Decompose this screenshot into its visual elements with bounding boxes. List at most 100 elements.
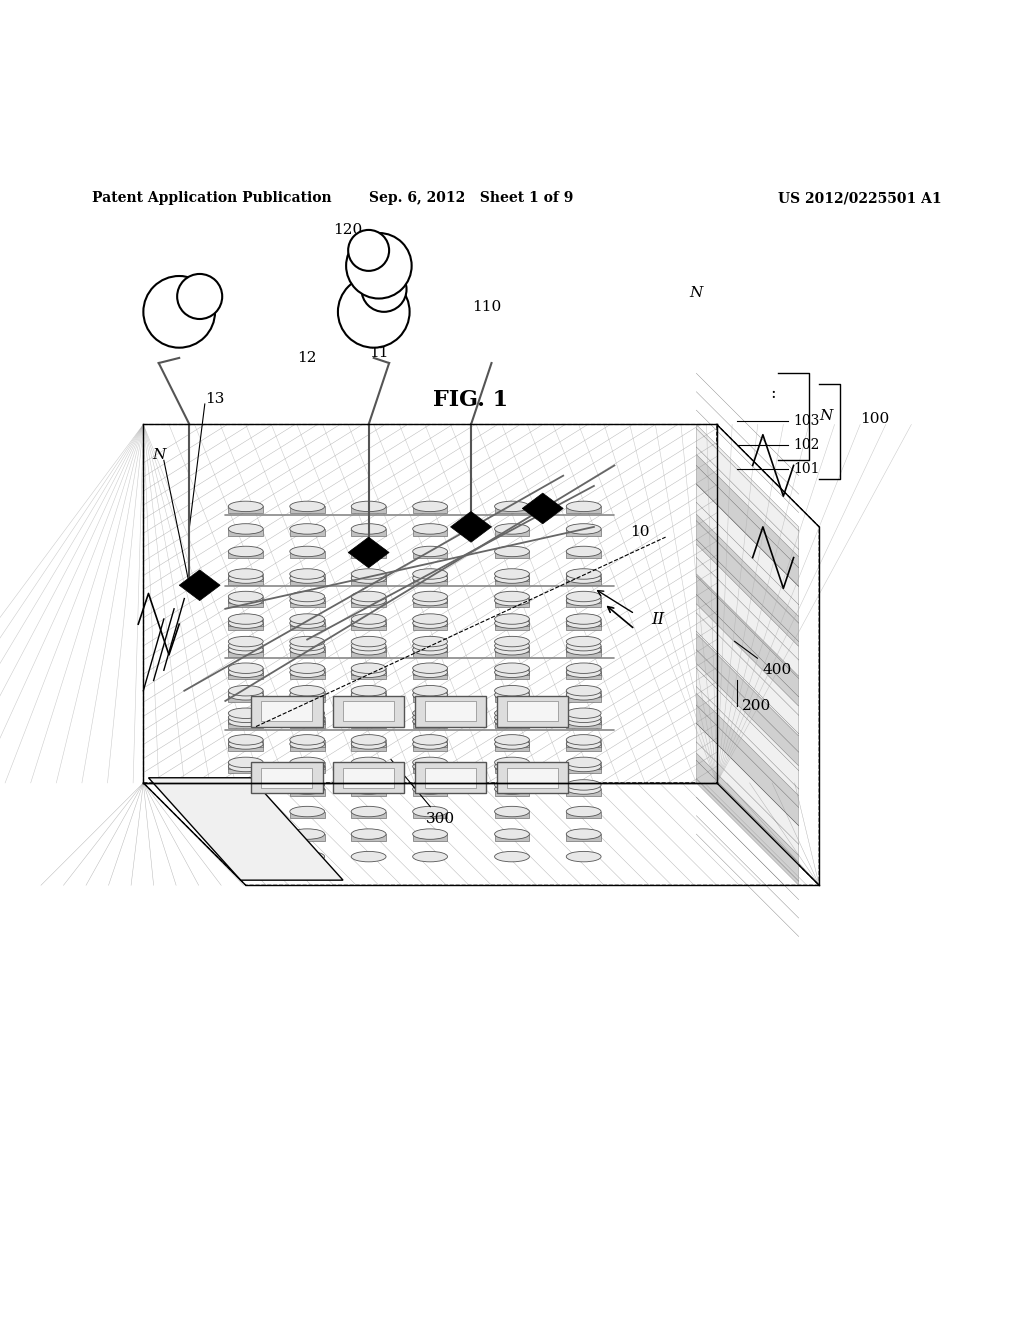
Polygon shape <box>351 645 386 652</box>
Polygon shape <box>566 529 601 536</box>
Ellipse shape <box>495 595 529 606</box>
Ellipse shape <box>228 636 263 647</box>
Ellipse shape <box>413 762 447 772</box>
Ellipse shape <box>228 614 263 624</box>
Polygon shape <box>566 601 601 607</box>
Polygon shape <box>413 597 447 603</box>
Polygon shape <box>290 741 325 747</box>
Ellipse shape <box>228 569 263 579</box>
Ellipse shape <box>495 689 529 700</box>
Polygon shape <box>413 672 447 678</box>
Ellipse shape <box>290 618 325 628</box>
Polygon shape <box>413 717 447 725</box>
Polygon shape <box>566 767 601 774</box>
Ellipse shape <box>495 573 529 583</box>
Circle shape <box>143 276 215 347</box>
Polygon shape <box>290 578 325 585</box>
Ellipse shape <box>351 735 386 744</box>
Text: :: : <box>770 385 776 403</box>
Ellipse shape <box>413 758 447 768</box>
FancyBboxPatch shape <box>425 701 476 722</box>
Polygon shape <box>290 694 325 701</box>
Ellipse shape <box>228 689 263 700</box>
Ellipse shape <box>351 595 386 606</box>
Polygon shape <box>413 668 447 675</box>
FancyBboxPatch shape <box>497 763 568 793</box>
Ellipse shape <box>413 708 447 718</box>
Polygon shape <box>413 767 447 774</box>
Ellipse shape <box>290 851 325 862</box>
Text: N: N <box>819 409 833 424</box>
Polygon shape <box>351 619 386 626</box>
Ellipse shape <box>228 780 263 791</box>
FancyBboxPatch shape <box>507 701 558 722</box>
Ellipse shape <box>290 636 325 647</box>
Ellipse shape <box>566 663 601 673</box>
Polygon shape <box>351 767 386 774</box>
Ellipse shape <box>495 784 529 795</box>
Polygon shape <box>228 619 263 626</box>
Ellipse shape <box>290 829 325 840</box>
Ellipse shape <box>495 524 529 535</box>
Ellipse shape <box>566 784 601 795</box>
Polygon shape <box>290 529 325 536</box>
Ellipse shape <box>228 524 263 535</box>
Ellipse shape <box>495 636 529 647</box>
Polygon shape <box>495 619 529 626</box>
Ellipse shape <box>351 762 386 772</box>
Polygon shape <box>495 741 529 747</box>
Ellipse shape <box>290 573 325 583</box>
Polygon shape <box>228 645 263 652</box>
Ellipse shape <box>566 758 601 768</box>
Ellipse shape <box>566 762 601 772</box>
Polygon shape <box>495 649 529 656</box>
Circle shape <box>348 230 389 271</box>
Ellipse shape <box>290 546 325 557</box>
Ellipse shape <box>566 640 601 651</box>
Ellipse shape <box>351 717 386 727</box>
Polygon shape <box>228 507 263 513</box>
Ellipse shape <box>413 667 447 677</box>
Text: 11: 11 <box>369 346 389 360</box>
Ellipse shape <box>290 640 325 651</box>
Ellipse shape <box>351 546 386 557</box>
Polygon shape <box>228 597 263 603</box>
Ellipse shape <box>228 784 263 795</box>
Polygon shape <box>413 623 447 630</box>
Ellipse shape <box>413 640 447 651</box>
Polygon shape <box>566 574 601 581</box>
Polygon shape <box>351 763 386 770</box>
Polygon shape <box>696 752 799 886</box>
Ellipse shape <box>413 851 447 862</box>
Ellipse shape <box>566 739 601 750</box>
Ellipse shape <box>566 685 601 696</box>
FancyBboxPatch shape <box>497 696 568 726</box>
Ellipse shape <box>351 614 386 624</box>
Ellipse shape <box>413 807 447 817</box>
Polygon shape <box>495 623 529 630</box>
Polygon shape <box>696 693 799 825</box>
Text: II: II <box>651 611 665 627</box>
Polygon shape <box>413 552 447 558</box>
Ellipse shape <box>495 618 529 628</box>
Text: 300: 300 <box>391 759 455 826</box>
Polygon shape <box>228 741 263 747</box>
Polygon shape <box>696 484 799 616</box>
Ellipse shape <box>351 618 386 628</box>
Polygon shape <box>566 789 601 796</box>
Polygon shape <box>495 834 529 841</box>
Polygon shape <box>228 601 263 607</box>
Text: 100: 100 <box>860 412 890 426</box>
Polygon shape <box>566 690 601 697</box>
Polygon shape <box>290 597 325 603</box>
Polygon shape <box>696 723 799 855</box>
Polygon shape <box>413 834 447 841</box>
Ellipse shape <box>290 758 325 768</box>
FancyBboxPatch shape <box>333 696 404 726</box>
Polygon shape <box>351 623 386 630</box>
Polygon shape <box>696 454 799 586</box>
Polygon shape <box>290 672 325 678</box>
Polygon shape <box>228 763 263 770</box>
Polygon shape <box>413 690 447 697</box>
Ellipse shape <box>290 717 325 727</box>
